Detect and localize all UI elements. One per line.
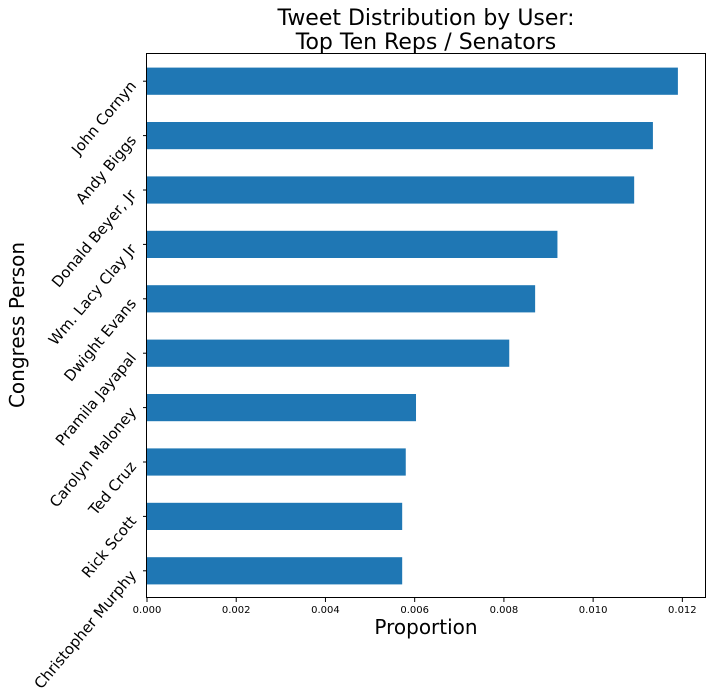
y-tick-label: Pramila Jayapal xyxy=(52,349,140,449)
x-tick-label: 0.004 xyxy=(311,605,340,616)
plot-frame xyxy=(146,53,706,598)
bar xyxy=(147,67,678,95)
x-axis-label: Proportion xyxy=(374,615,477,639)
chart-title-line-1: Tweet Distribution by User: xyxy=(277,6,575,31)
bar xyxy=(147,285,536,313)
x-tick-label: 0.000 xyxy=(133,605,162,616)
y-tick-label: Wm. Lacy Clay Jr xyxy=(45,240,141,349)
bar xyxy=(147,502,403,530)
x-tick-label: 0.012 xyxy=(668,605,697,616)
x-tick-label: 0.002 xyxy=(222,605,251,616)
bar xyxy=(147,557,403,585)
bar xyxy=(147,394,417,422)
x-tick-label: 0.008 xyxy=(490,605,519,616)
y-tick-label: Donald Beyer, Jr xyxy=(48,185,141,291)
y-tick-label: Carolyn Maloney xyxy=(46,404,140,511)
bar xyxy=(147,339,510,367)
bars-group xyxy=(147,67,678,585)
bar xyxy=(147,176,635,204)
bar xyxy=(147,448,406,476)
bar xyxy=(147,230,558,258)
x-tick-label: 0.006 xyxy=(400,605,429,616)
x-tick-label: 0.010 xyxy=(579,605,608,616)
chart-title-line-2: Top Ten Reps / Senators xyxy=(295,30,556,55)
y-tick-label: Christopher Murphy xyxy=(31,567,141,693)
y-axis-label: Congress Person xyxy=(5,242,29,408)
bar xyxy=(147,122,653,150)
x-axis-ticks: 0.000 0.002 0.004 0.006 0.008 0.010 0.012 xyxy=(133,598,697,616)
